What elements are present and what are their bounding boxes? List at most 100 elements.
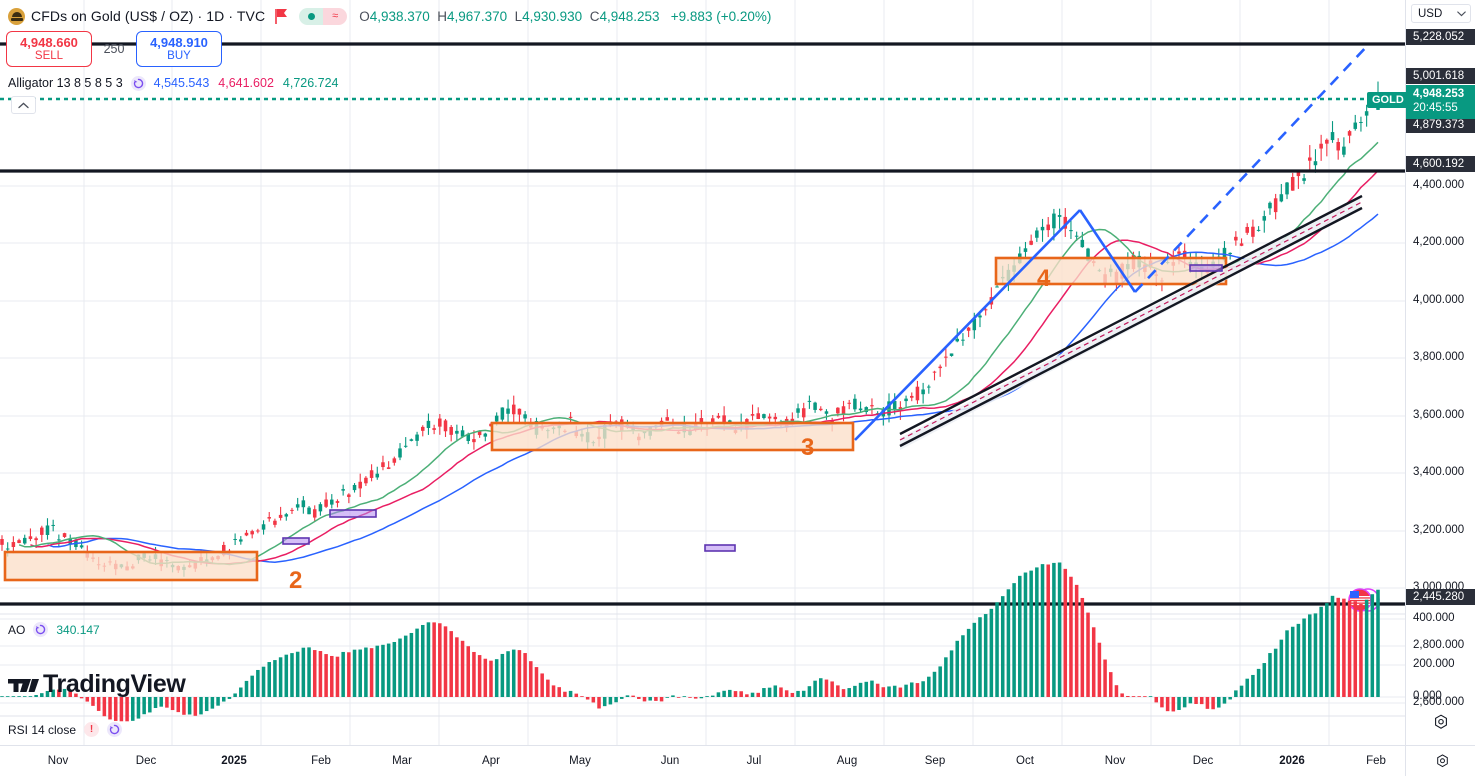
bar-countdown: 20:45:55 bbox=[1413, 102, 1458, 115]
price-tick: 3,400.000 bbox=[1413, 466, 1465, 478]
sell-button[interactable]: 4,948.660 SELL bbox=[6, 31, 92, 67]
sell-price: 4,948.660 bbox=[20, 34, 78, 50]
price-level-badge[interactable]: 5,228.052 bbox=[1406, 29, 1475, 45]
alligator-jaw-value: 4,545.543 bbox=[153, 76, 210, 90]
time-tick: Dec bbox=[1192, 755, 1214, 767]
zone-3[interactable] bbox=[490, 421, 855, 452]
price-tick: 2,800.000 bbox=[1413, 639, 1465, 651]
ohlc-values: O4,938.370 H4,967.370 L4,930.930 C4,948.… bbox=[359, 9, 771, 24]
warning-icon[interactable]: ! bbox=[84, 722, 100, 737]
currency-value: USD bbox=[1418, 7, 1443, 20]
time-tick: Apr bbox=[482, 755, 500, 767]
live-price-badge[interactable]: 4,948.253 20:45:55 bbox=[1406, 85, 1475, 119]
alligator-legend-row[interactable]: Alligator 13 8 5 8 5 3 4,545.543 4,641.6… bbox=[8, 75, 348, 91]
wave-icon[interactable]: ≈ bbox=[323, 7, 348, 25]
ao-histogram bbox=[0, 562, 1380, 722]
alligator-lips-line bbox=[18, 141, 1379, 566]
marker-box[interactable] bbox=[1189, 264, 1223, 272]
alligator-lips-value: 4,726.724 bbox=[282, 76, 339, 90]
candlestick-series bbox=[0, 81, 1380, 577]
refresh-icon[interactable] bbox=[130, 75, 146, 91]
price-level-badge[interactable]: 2,445.280 bbox=[1406, 589, 1475, 605]
time-tick: Feb bbox=[311, 755, 331, 767]
price-tick: 4,200.000 bbox=[1413, 236, 1465, 248]
ao-legend-row[interactable]: AO 340.147 bbox=[8, 622, 100, 637]
trade-widget[interactable]: 4,948.660 SELL 250 4,948.910 BUY bbox=[6, 31, 222, 67]
alligator-teeth-value: 4,641.602 bbox=[218, 76, 274, 90]
flag-icon bbox=[275, 8, 288, 24]
zone-2[interactable] bbox=[3, 550, 259, 582]
zone-label: 4 bbox=[1037, 265, 1051, 292]
refresh-icon[interactable] bbox=[33, 622, 49, 637]
currency-select[interactable]: USD bbox=[1411, 4, 1471, 23]
open-value: 4,938.370 bbox=[369, 8, 430, 24]
price-level-badge[interactable]: 4,879.373 bbox=[1406, 117, 1475, 133]
chart-svg: 2 3 4 bbox=[0, 0, 1405, 745]
chevron-down-icon bbox=[1457, 10, 1466, 16]
ao-value: 340.147 bbox=[56, 622, 100, 637]
time-tick: Jul bbox=[746, 755, 762, 767]
time-tick: 2026 bbox=[1279, 755, 1305, 767]
price-tick: 2,600.000 bbox=[1413, 696, 1465, 708]
marker-box[interactable] bbox=[282, 537, 310, 545]
ao-indicator-name[interactable]: AO bbox=[8, 622, 26, 637]
buy-label: BUY bbox=[167, 49, 191, 62]
time-tick: 2025 bbox=[221, 755, 247, 767]
close-label: C bbox=[589, 8, 600, 24]
low-label: L bbox=[514, 8, 523, 24]
live-price-value: 4,948.253 bbox=[1413, 88, 1465, 100]
time-tick: Aug bbox=[836, 755, 858, 767]
ao-tick: 0.000 bbox=[1413, 690, 1442, 702]
price-scale[interactable]: USD 4,400.000 4,200.000 4,000.000 3,800.000… bbox=[1405, 0, 1475, 745]
gold-price-tag[interactable]: GOLD bbox=[1367, 92, 1409, 108]
price-level-badge[interactable]: 5,001.618 bbox=[1406, 68, 1475, 84]
price-change: +9.883 bbox=[670, 8, 713, 24]
price-tick: 3,600.000 bbox=[1413, 409, 1465, 421]
price-tick: 4,000.000 bbox=[1413, 294, 1465, 306]
gold-bar-icon bbox=[8, 7, 25, 25]
close-value: 4,948.253 bbox=[599, 8, 660, 24]
symbol-title[interactable]: CFDs on Gold (US$ / OZ) · 1D · TVC bbox=[31, 8, 266, 24]
price-channel[interactable] bbox=[899, 194, 1363, 450]
chart-plot-area[interactable]: 2 3 4 bbox=[0, 0, 1405, 745]
low-value: 4,930.930 bbox=[522, 8, 583, 24]
buy-price: 4,948.910 bbox=[150, 34, 208, 50]
high-label: H bbox=[437, 8, 448, 24]
time-tick: Nov bbox=[47, 755, 69, 767]
buy-button[interactable]: 4,948.910 BUY bbox=[136, 31, 222, 67]
time-tick: Oct bbox=[1016, 755, 1034, 767]
time-tick: Jun bbox=[660, 755, 680, 767]
time-tick: Sep bbox=[924, 755, 946, 767]
zone-label: 3 bbox=[801, 434, 814, 461]
high-value: 4,967.370 bbox=[447, 8, 508, 24]
green-dot-icon[interactable] bbox=[299, 7, 324, 25]
rsi-legend-row[interactable]: RSI 14 close ! bbox=[8, 722, 130, 737]
sell-label: SELL bbox=[34, 49, 64, 62]
price-tick: 4,400.000 bbox=[1413, 179, 1465, 191]
marker-box[interactable] bbox=[329, 509, 377, 518]
time-tick: Feb bbox=[1366, 755, 1386, 767]
alligator-indicator-name[interactable]: Alligator 13 8 5 8 5 3 bbox=[8, 76, 123, 90]
refresh-icon[interactable] bbox=[107, 722, 123, 737]
trendline-group[interactable] bbox=[854, 43, 1370, 441]
time-tick: Nov bbox=[1104, 755, 1126, 767]
grid-lines bbox=[0, 0, 1405, 745]
chevron-up-icon[interactable] bbox=[11, 96, 36, 114]
symbol-legend-row[interactable]: CFDs on Gold (US$ / OZ) · 1D · TVC ≈ O4,… bbox=[8, 6, 771, 26]
time-tick: Dec bbox=[135, 755, 157, 767]
time-scale-divider bbox=[1405, 746, 1406, 776]
ao-tick: 400.000 bbox=[1413, 612, 1455, 624]
time-tick: Mar bbox=[392, 755, 412, 767]
alligator-teeth-line bbox=[30, 170, 1379, 565]
time-scale[interactable]: Nov Dec 2025 Feb Mar Apr May Jun Jul Aug Sep Oct Nov… bbox=[0, 745, 1475, 776]
price-level-badge[interactable]: 4,600.192 bbox=[1406, 156, 1475, 172]
zone-label: 2 bbox=[289, 567, 302, 594]
rsi-indicator-name[interactable]: RSI 14 close bbox=[8, 722, 77, 737]
settings-icon[interactable] bbox=[1432, 713, 1450, 731]
price-tick: 3,200.000 bbox=[1413, 524, 1465, 536]
ao-tick: 200.000 bbox=[1413, 658, 1455, 670]
timescale-settings-icon[interactable] bbox=[1434, 753, 1451, 769]
price-change-percent: (+0.20%) bbox=[716, 8, 772, 24]
marker-box[interactable] bbox=[704, 544, 736, 552]
indicator-chip-group[interactable]: ≈ bbox=[299, 7, 348, 25]
